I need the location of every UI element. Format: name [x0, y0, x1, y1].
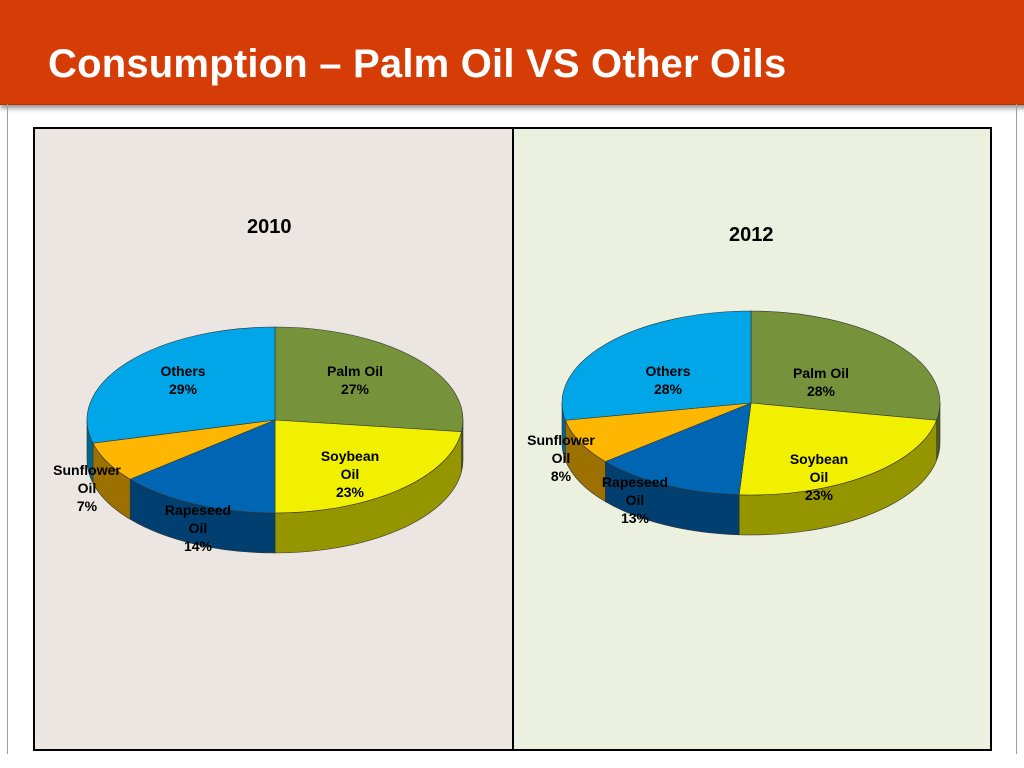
pie-slice-palm-oil-2012 [750, 310, 941, 421]
pie-chart-2010: 2010 Palm Oil 27% Soybean Oil 23% Rapeseed Oil 1… [53, 216, 464, 554]
frame-border-left [7, 104, 8, 754]
pie-slice-soybean-oil-2012 [738, 402, 938, 496]
pie-chart-2012: 2012 Palm Oil 28% Soybean Oil 23% Rapeseed Oil 1… [527, 224, 941, 536]
pie-slice-palm-oil-2010 [274, 326, 464, 432]
data-label-palm-oil-2010: Palm Oil 27% [327, 363, 383, 397]
chart-title-2012: 2012 [729, 224, 774, 246]
pie-slice-sunflower-oil-2012 [564, 402, 752, 462]
pie-slice-others-2012 [561, 310, 752, 421]
data-label-rapeseed-oil-2010: Rapeseed Oil 14% [165, 502, 231, 554]
data-label-rapeseed-oil-2012: Rapeseed Oil 13% [602, 474, 668, 526]
pie-slice-rapeseed-oil-2012 [604, 402, 752, 496]
pie-slice-others-2010 [86, 326, 276, 444]
data-label-palm-oil-2012: Palm Oil 28% [793, 365, 849, 399]
pie-slice-rapeseed-oil-2010 [129, 419, 276, 514]
chart-panel-2012: 2012 Palm Oil 28% Soybean Oil 23% Rapeseed Oil 1… [512, 127, 992, 751]
data-label-others-2010: Others 29% [160, 363, 205, 397]
data-label-others-2012: Others 28% [645, 363, 690, 397]
data-label-soybean-oil-2012: Soybean Oil 23% [790, 451, 848, 503]
title-banner: Consumption – Palm Oil VS Other Oils [0, 0, 1024, 105]
pie-slice-soybean-oil-2010 [274, 419, 462, 514]
data-label-sunflower-oil-2012: Sunflower Oil 8% [527, 432, 595, 484]
data-label-soybean-oil-2010: Soybean Oil 23% [321, 448, 379, 500]
data-label-sunflower-oil-2010: Sunflower Oil 7% [53, 462, 121, 514]
page-title: Consumption – Palm Oil VS Other Oils [48, 42, 787, 86]
chart-title-2010: 2010 [247, 216, 292, 238]
chart-panel-2010: 2010 Palm Oil 27% Soybean Oil 23% Rapeseed Oil 1… [33, 127, 515, 751]
frame-border-right [1016, 104, 1017, 754]
